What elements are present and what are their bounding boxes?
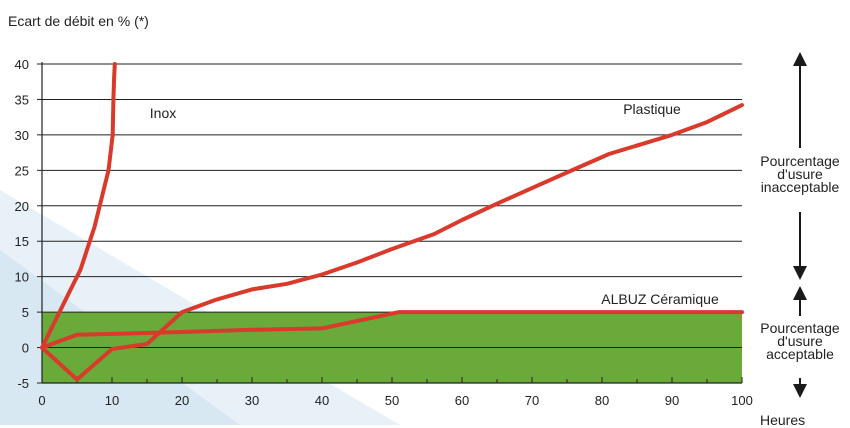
y-tick-label: 30 (15, 128, 29, 143)
series-line-2 (40, 310, 744, 350)
y-tick-label: 15 (15, 234, 29, 249)
unacceptable-line-1: Pourcentage (760, 153, 840, 169)
x-tick-label: 70 (525, 393, 539, 408)
series-label-0: Inox (150, 105, 176, 121)
x-tick-label: 10 (105, 393, 119, 408)
series-line-0 (40, 62, 117, 350)
y-tick-label: 35 (15, 92, 29, 107)
acceptable-up-arrow-head (793, 286, 807, 300)
unacceptable-down-arrow-head (793, 266, 807, 280)
y-tick-label: 10 (15, 270, 29, 285)
unacceptable-up-arrow-head (793, 52, 807, 66)
y-tick-label: 5 (22, 305, 29, 320)
acceptable-wear-note: Pourcentage d'usure acceptable (750, 320, 850, 362)
unacceptable-line-3: inacceptable (760, 179, 840, 195)
x-tick-label: 50 (385, 393, 399, 408)
acceptable-line-1: Pourcentage (760, 320, 840, 336)
x-tick-label: 80 (595, 393, 609, 408)
y-tick-label: 25 (15, 163, 29, 178)
unacceptable-line-2: d'usure (777, 166, 823, 182)
y-tick-label: 40 (15, 57, 29, 72)
x-tick-label: 0 (38, 393, 45, 408)
x-tick-label: 90 (665, 393, 679, 408)
x-tick-label: 100 (731, 393, 753, 408)
acceptable-down-arrow-head (793, 384, 807, 398)
x-tick-label: 60 (455, 393, 469, 408)
acceptable-line-2: d'usure (777, 333, 823, 349)
series-label-2: ALBUZ Céramique (601, 291, 719, 307)
unacceptable-wear-note: Pourcentage d'usure inacceptable (750, 153, 850, 195)
x-tick-label: 40 (315, 393, 329, 408)
y-axis-title: Ecart de débit en % (*) (8, 13, 149, 29)
x-tick-label: 30 (245, 393, 259, 408)
y-tick-label: -5 (17, 376, 29, 391)
series-label-1: Plastique (623, 101, 681, 117)
x-axis-title: Heures (760, 412, 806, 428)
x-tick-label: 20 (175, 393, 189, 408)
acceptable-line-3: acceptable (766, 346, 834, 362)
y-tick-label: 20 (15, 199, 29, 214)
y-tick-label: 0 (22, 341, 29, 356)
